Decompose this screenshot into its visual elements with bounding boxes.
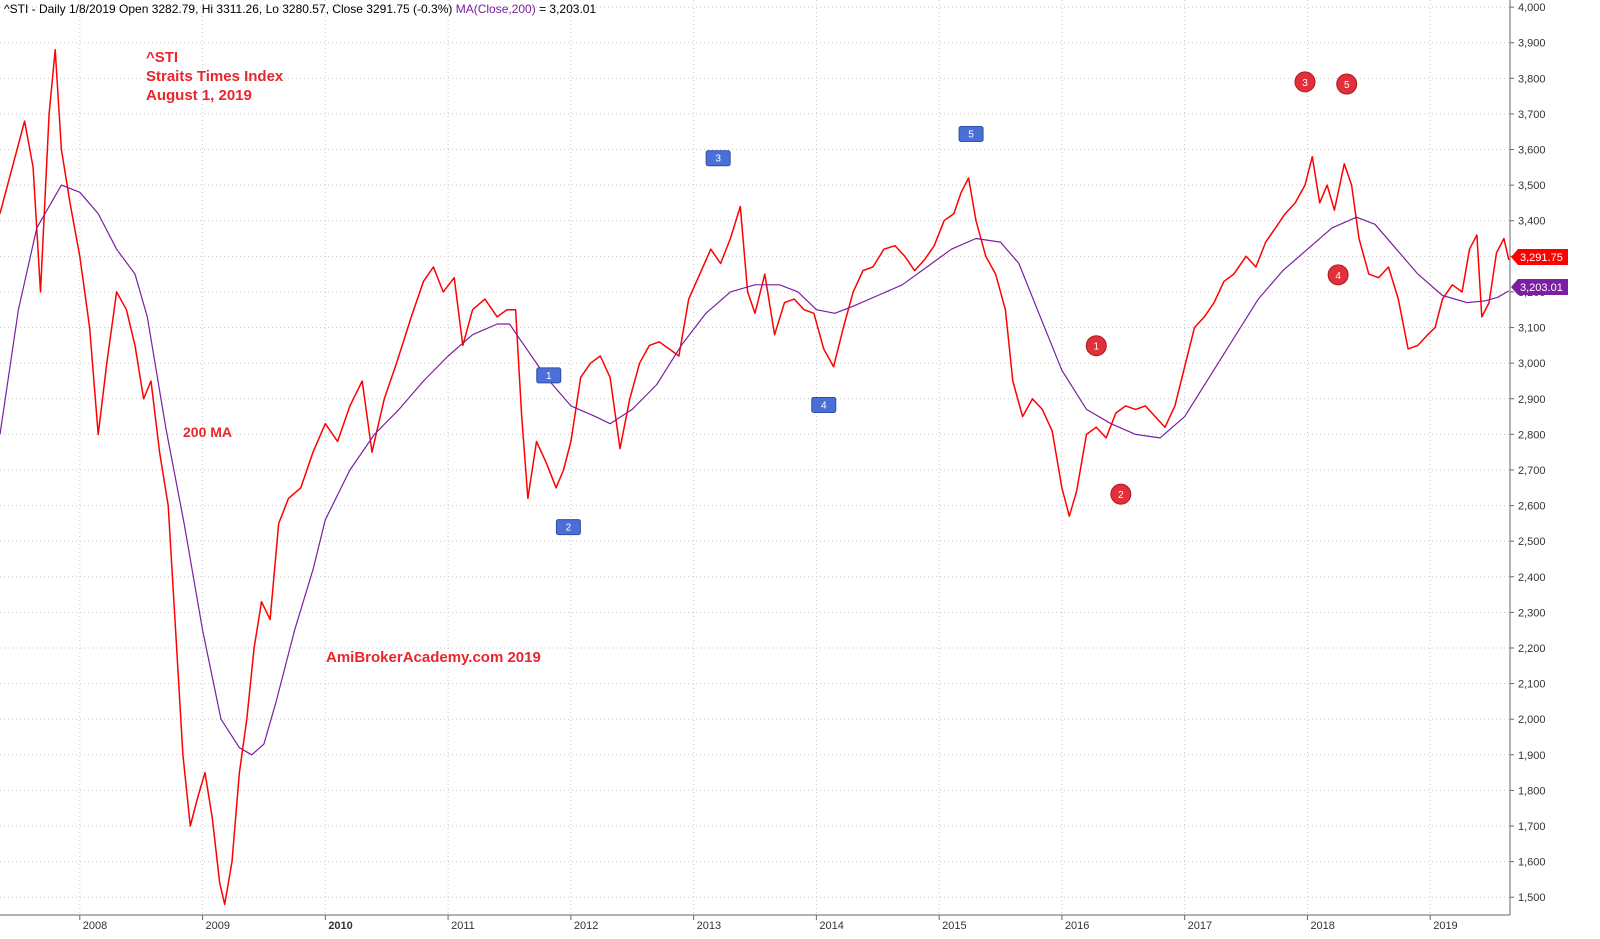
watermark: AmiBrokerAcademy.com 2019 [326, 649, 541, 666]
red-marker: 2 [1110, 483, 1132, 505]
red-marker-circle [1294, 71, 1316, 93]
y-tick-label: 2,400 [1518, 572, 1546, 584]
y-tick-label: 2,600 [1518, 501, 1546, 513]
header-prefix: ^STI - Daily 1/8/2019 Open 3282.79, Hi 3… [4, 2, 456, 16]
y-tick-label: 3,900 [1518, 38, 1546, 50]
y-tick-label: 2,900 [1518, 394, 1546, 406]
red-marker: 5 [1336, 73, 1358, 95]
y-tick-label: 3,400 [1518, 216, 1546, 228]
y-tick-label: 1,700 [1518, 821, 1546, 833]
close-price-tag: 3,291.75 [1511, 249, 1568, 265]
x-axis-ticks: 2008 2009 2010 2011 2012 2013 2014 2015 2016 2017… [79, 915, 1458, 932]
blue-marker-box [958, 126, 984, 143]
blue-marker: 1 [536, 367, 562, 384]
x-tick-label: 2008 [83, 920, 107, 932]
y-tick-label: 2,700 [1518, 465, 1546, 477]
red-marker-label: 4 [1335, 271, 1341, 282]
y-tick-label: 2,500 [1518, 536, 1546, 548]
y-tick-label: 1,500 [1518, 892, 1546, 904]
x-tick-label: 2011 [451, 920, 475, 932]
y-tick-label: 3,000 [1518, 358, 1546, 370]
ma-annotation: 200 MA [183, 424, 232, 440]
y-tick-label: 2,200 [1518, 643, 1546, 655]
y-tick-label: 4,000 [1518, 2, 1546, 14]
ma-price-tag: 3,203.01 [1511, 279, 1568, 295]
blue-marker-box [555, 519, 581, 536]
y-tick-label: 1,800 [1518, 785, 1546, 797]
blue-marker-box [536, 367, 562, 384]
symbol-annotation: ^STI [146, 49, 178, 66]
red-marker-circle [1336, 73, 1358, 95]
blue-marker-label: 4 [821, 400, 827, 411]
ma-series-line [0, 184, 1510, 756]
ma-price-tag-bg [1511, 279, 1568, 295]
chart-header: ^STI - Daily 1/8/2019 Open 3282.79, Hi 3… [4, 2, 596, 16]
blue-marker-box [705, 150, 731, 167]
y-tick-label: 2,100 [1518, 679, 1546, 691]
x-tick-label: 2014 [819, 920, 843, 932]
red-marker-label: 3 [1302, 78, 1308, 89]
y-tick-label: 3,800 [1518, 73, 1546, 85]
price-series-line [0, 49, 1510, 906]
x-tick-label: 2010 [328, 920, 352, 932]
y-tick-label: 2,000 [1518, 714, 1546, 726]
x-tick-label: 2012 [574, 920, 598, 932]
red-marker: 3 [1294, 71, 1316, 93]
blue-marker-label: 5 [968, 130, 974, 141]
blue-marker: 4 [811, 396, 837, 413]
y-tick-label: 3,100 [1518, 323, 1546, 335]
y-tick-label: 1,600 [1518, 857, 1546, 869]
red-marker-circle [1327, 264, 1349, 286]
blue-marker-label: 1 [546, 371, 552, 382]
blue-marker: 2 [555, 519, 581, 536]
markers: 1 2 3 4 5 1 2 3 4 5 [536, 71, 1358, 536]
y-tick-label: 3,700 [1518, 109, 1546, 121]
red-marker-label: 2 [1118, 490, 1124, 501]
x-tick-label: 2017 [1188, 920, 1212, 932]
series-lines [0, 49, 1510, 906]
axes [0, 0, 1511, 916]
blue-marker: 5 [958, 126, 984, 143]
red-marker-circle [1085, 335, 1107, 357]
y-tick-label: 3,500 [1518, 180, 1546, 192]
red-marker: 1 [1085, 335, 1107, 357]
y-tick-label: 2,300 [1518, 607, 1546, 619]
blue-marker-box [811, 396, 837, 413]
x-tick-label: 2013 [697, 920, 721, 932]
blue-marker-label: 3 [715, 154, 721, 165]
name-annotation: Straits Times Index [146, 68, 284, 85]
red-marker-label: 5 [1344, 80, 1350, 91]
y-tick-label: 2,800 [1518, 429, 1546, 441]
ma-price-tag-label: 3,203.01 [1520, 282, 1563, 294]
y-tick-label: 3,600 [1518, 145, 1546, 157]
close-price-tag-bg [1511, 249, 1568, 265]
header-ma-value: = 3,203.01 [536, 2, 597, 16]
x-tick-label: 2015 [942, 920, 966, 932]
red-marker-label: 1 [1094, 342, 1100, 353]
date-annotation: August 1, 2019 [146, 87, 252, 104]
red-marker-circle [1110, 483, 1132, 505]
header-ma-text: MA(Close,200) [456, 2, 536, 16]
y-tick-label: 1,900 [1518, 750, 1546, 762]
blue-marker-label: 2 [566, 523, 572, 534]
x-tick-label: 2009 [206, 920, 230, 932]
red-marker: 4 [1327, 264, 1349, 286]
grid-lines [0, 0, 1510, 915]
y-axis-ticks: 1,500 1,600 1,700 1,800 1,900 2,000 2,100 2,200… [1510, 2, 1546, 904]
close-price-tag-label: 3,291.75 [1520, 252, 1563, 264]
x-tick-label: 2016 [1065, 920, 1089, 932]
x-tick-label: 2018 [1310, 920, 1334, 932]
x-tick-label: 2019 [1433, 920, 1457, 932]
blue-marker: 3 [705, 150, 731, 167]
